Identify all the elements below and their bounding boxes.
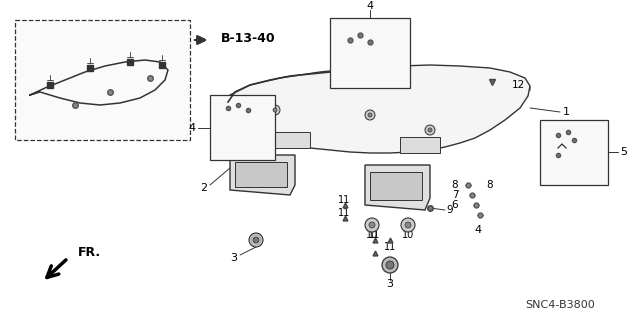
Text: 4: 4: [188, 123, 196, 133]
Circle shape: [386, 261, 394, 269]
Circle shape: [425, 125, 435, 135]
Text: 7: 7: [452, 190, 458, 200]
Bar: [210, 95, 275, 160]
Text: 5: 5: [621, 147, 627, 157]
Text: 11: 11: [338, 195, 350, 205]
Circle shape: [253, 237, 259, 243]
Text: 2: 2: [200, 183, 207, 193]
Bar: [370, 172, 422, 200]
Circle shape: [270, 105, 280, 115]
Polygon shape: [230, 155, 295, 195]
Polygon shape: [365, 165, 430, 210]
Text: 8: 8: [486, 180, 493, 190]
Text: SNC4-B3800: SNC4-B3800: [525, 300, 595, 310]
Text: 11: 11: [384, 242, 396, 252]
Text: 8: 8: [561, 123, 567, 132]
Bar: [540, 120, 608, 185]
Text: 8: 8: [355, 21, 361, 31]
Text: 4: 4: [367, 1, 374, 11]
Text: 8: 8: [342, 26, 348, 34]
Bar: [15, 20, 190, 140]
Bar: [400, 137, 440, 153]
Text: 10: 10: [402, 230, 414, 240]
Text: 8: 8: [220, 103, 226, 113]
Text: 8: 8: [231, 100, 237, 108]
Text: 9: 9: [447, 205, 453, 215]
Circle shape: [368, 113, 372, 117]
Circle shape: [382, 257, 398, 273]
Text: 6: 6: [241, 106, 247, 115]
Text: FR.: FR.: [78, 246, 101, 258]
Bar: [270, 132, 310, 148]
Text: 8: 8: [452, 180, 458, 190]
Bar: [235, 162, 287, 187]
Circle shape: [405, 222, 411, 228]
Text: B-13-40: B-13-40: [221, 32, 275, 44]
Text: 4: 4: [474, 225, 481, 235]
Text: 11: 11: [368, 230, 380, 240]
Text: 7: 7: [569, 131, 575, 140]
Circle shape: [365, 218, 379, 232]
Circle shape: [428, 128, 432, 132]
Text: 7: 7: [217, 137, 223, 146]
Text: 3: 3: [230, 253, 237, 263]
Text: 6: 6: [369, 31, 375, 40]
Circle shape: [273, 108, 277, 112]
Circle shape: [249, 233, 263, 247]
Bar: [330, 18, 410, 88]
Text: 7: 7: [340, 56, 346, 64]
Text: 10: 10: [366, 230, 378, 240]
Text: 12: 12: [511, 80, 525, 90]
Circle shape: [369, 222, 375, 228]
Circle shape: [401, 218, 415, 232]
Text: 6: 6: [547, 153, 553, 162]
Text: 11: 11: [338, 208, 350, 218]
Text: 6: 6: [452, 200, 458, 210]
Text: 8: 8: [551, 128, 557, 137]
Text: 3: 3: [387, 279, 394, 289]
Circle shape: [365, 110, 375, 120]
Polygon shape: [228, 65, 530, 153]
Text: 1: 1: [563, 107, 570, 117]
